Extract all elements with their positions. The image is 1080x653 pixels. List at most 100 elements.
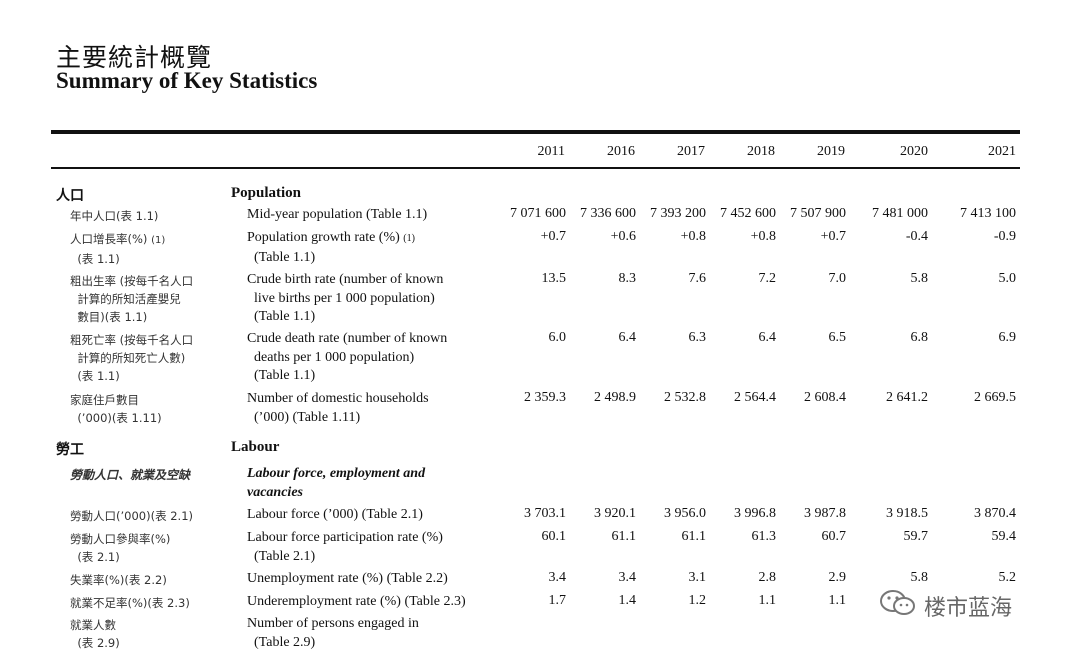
row-label-en: Number of persons engaged in (Table 2.9): [247, 616, 419, 650]
year-header: 2020: [900, 144, 928, 159]
cell-value: 3 920.1: [594, 506, 636, 521]
cell-value: 7 413 100: [960, 206, 1016, 221]
cell-value: 61.1: [611, 529, 637, 544]
cell-value: 1.2: [688, 593, 707, 608]
row-label-zh: 人口增長率(%) (1) (表 1.1): [70, 232, 166, 266]
row-label-zh: 勞動人口(’000)(表 2.1): [70, 509, 193, 523]
cell-value: 2.9: [828, 570, 847, 585]
year-header: 2011: [537, 144, 565, 159]
cell-value: 3 996.8: [734, 506, 776, 521]
row-label-zh: 就業不足率(%)(表 2.3): [70, 596, 190, 610]
cell-value: 6.9: [998, 330, 1017, 345]
row-label-zh: 就業人數 (表 2.9): [70, 618, 120, 650]
cell-value: 3.4: [548, 570, 567, 585]
row-label-zh: 失業率(%)(表 2.2): [70, 573, 167, 587]
cell-value: 5.8: [910, 570, 929, 585]
cell-value: 61.1: [681, 529, 707, 544]
cell-value: 6.0: [548, 330, 567, 345]
page-title-zh: 主要統計概覽: [56, 43, 213, 72]
row-label-zh: 年中人口(表 1.1): [70, 209, 159, 223]
cell-value: 8.3: [618, 271, 637, 286]
row-label-en: Number of domestic households (’000) (Ta…: [247, 391, 429, 425]
row-label-zh: 粗出生率 (按每千名人口 計算的所知活產嬰兒 數目)(表 1.1): [70, 274, 194, 324]
cell-value: 7 336 600: [580, 206, 636, 221]
cell-value: 61.3: [751, 529, 777, 544]
row-label-zh: 勞動人口參與率(%) (表 2.1): [70, 532, 171, 564]
year-header: 2019: [817, 144, 845, 159]
cell-value: 2 359.3: [524, 390, 566, 405]
section-population-en: Population: [231, 185, 302, 201]
cell-value: 7 393 200: [650, 206, 706, 221]
watermark: 楼市蓝海: [878, 588, 1012, 623]
cell-value: 2 641.2: [886, 390, 928, 405]
subsection-zh: 勞動人口、就業及空缺: [70, 468, 191, 482]
row-label-en: Labour force participation rate (%) (Tab…: [247, 530, 443, 564]
cell-value: -0.4: [905, 229, 928, 244]
section-labour-zh: 勞工: [56, 442, 84, 458]
cell-value: 59.7: [903, 529, 929, 544]
cell-value: 2 608.4: [804, 390, 846, 405]
row-label-en: Unemployment rate (%) (Table 2.2): [247, 571, 448, 586]
cell-value: 3 987.8: [804, 506, 846, 521]
page-title-en: Summary of Key Statistics: [56, 68, 318, 93]
cell-value: 59.4: [991, 529, 1017, 544]
cell-value: 7 071 600: [510, 206, 566, 221]
cell-value: 3 870.4: [974, 506, 1016, 521]
subsection-en: Labour force, employment and vacancies: [247, 466, 426, 500]
cell-value: 3 956.0: [664, 506, 706, 521]
cell-value: 7 507 900: [790, 206, 846, 221]
row-label-zh: 家庭住戶數目 (’000)(表 1.11): [70, 393, 162, 425]
year-header: 2021: [988, 144, 1016, 159]
cell-value: +0.7: [820, 229, 846, 244]
cell-value: 60.7: [821, 529, 847, 544]
cell-value: 5.8: [910, 271, 929, 286]
section-labour-en: Labour: [231, 439, 280, 455]
section-population-zh: 人口: [56, 188, 84, 204]
row-label-en: Labour force (’000) (Table 2.1): [247, 507, 423, 522]
cell-value: 2.8: [758, 570, 777, 585]
cell-value: 2 498.9: [594, 390, 636, 405]
cell-value: 2 532.8: [664, 390, 706, 405]
cell-value: 1.7: [548, 593, 567, 608]
cell-value: 1.1: [828, 593, 847, 608]
row-label-en: Population growth rate (%) (1) (Table 1.…: [247, 230, 415, 265]
cell-value: 13.5: [541, 271, 567, 286]
cell-value: 7.0: [828, 271, 847, 286]
cell-value: -0.9: [993, 229, 1016, 244]
cell-value: 2 564.4: [734, 390, 776, 405]
cell-value: 6.3: [688, 330, 707, 345]
cell-value: 1.1: [758, 593, 777, 608]
wechat-icon: [878, 588, 918, 623]
cell-value: 6.4: [758, 330, 777, 345]
cell-value: 3 918.5: [886, 506, 928, 521]
watermark-text: 楼市蓝海: [924, 595, 1013, 621]
cell-value: +0.7: [540, 229, 566, 244]
cell-value: 7 481 000: [872, 206, 928, 221]
cell-value: 6.4: [618, 330, 637, 345]
row-label-zh: 粗死亡率 (按每千名人口 計算的所知死亡人數) (表 1.1): [70, 333, 194, 383]
cell-value: 1.4: [618, 593, 637, 608]
cell-value: 6.8: [910, 330, 929, 345]
year-header: 2017: [677, 144, 705, 159]
cell-value: 3 703.1: [524, 506, 566, 521]
cell-value: 5.0: [998, 271, 1017, 286]
cell-value: +0.8: [680, 229, 706, 244]
cell-value: 7.2: [758, 271, 777, 286]
cell-value: 60.1: [541, 529, 567, 544]
cell-value: 2 669.5: [974, 390, 1016, 405]
cell-value: 7.6: [688, 271, 707, 286]
year-header: 2018: [747, 144, 775, 159]
cell-value: 3.4: [618, 570, 637, 585]
cell-value: +0.6: [610, 229, 636, 244]
top-rule: [51, 130, 1020, 134]
header-rule: [51, 167, 1020, 169]
row-label-en: Crude birth rate (number of known live b…: [247, 272, 444, 324]
year-header: 2016: [607, 144, 635, 159]
cell-value: 3.1: [688, 570, 707, 585]
cell-value: 5.2: [998, 570, 1017, 585]
cell-value: 6.5: [828, 330, 847, 345]
row-label-en: Underemployment rate (%) (Table 2.3): [247, 594, 466, 609]
cell-value: +0.8: [750, 229, 776, 244]
row-label-en: Crude death rate (number of known deaths…: [247, 331, 448, 383]
row-label-en: Mid-year population (Table 1.1): [247, 207, 428, 222]
